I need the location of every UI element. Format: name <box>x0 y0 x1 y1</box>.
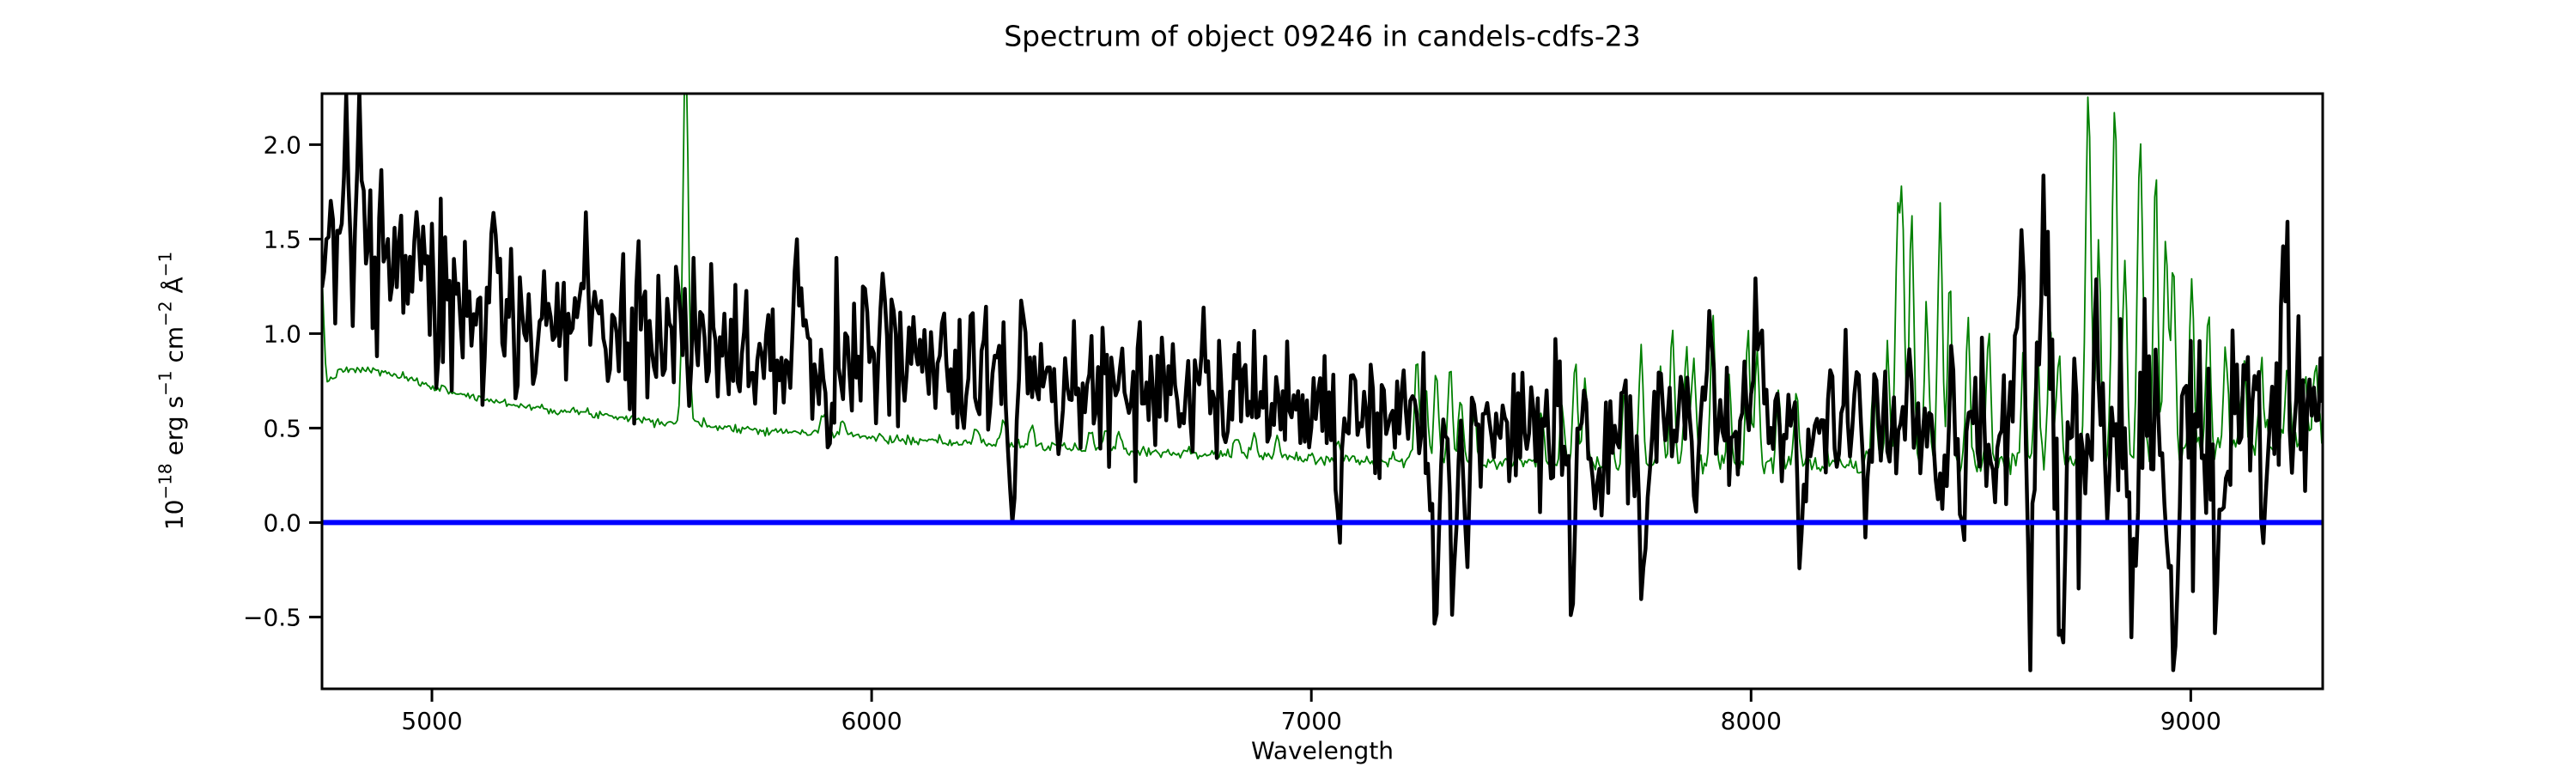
x-tick-label: 8000 <box>1721 707 1782 735</box>
y-tick-label: 1.5 <box>263 225 301 253</box>
y-axis-label: 10−18 erg s−1 cm−2 Å−1 <box>155 252 189 531</box>
y-tick-label: 1.0 <box>263 320 301 348</box>
y-axis-label-exponent: −1 <box>155 370 176 396</box>
sky-noise-spectrum-line <box>322 94 2323 476</box>
y-axis-label-exponent: −2 <box>155 301 176 326</box>
y-tick-label: −0.5 <box>243 603 301 631</box>
y-tick-label: 0.0 <box>263 508 301 537</box>
x-tick-label: 9000 <box>2160 707 2221 735</box>
y-axis-label-exponent: −18 <box>155 463 176 500</box>
x-tick-label: 7000 <box>1281 707 1342 735</box>
flux-spectrum-line <box>322 94 2323 673</box>
series-group <box>322 94 2323 673</box>
x-tick-label: 6000 <box>841 707 902 735</box>
y-axis-label-text: erg s <box>160 395 189 464</box>
plot-border <box>320 92 2324 691</box>
y-axis-label-text: Å <box>160 277 189 301</box>
y-axis-label-text: cm <box>160 326 189 371</box>
y-axis-label-text: 10 <box>160 499 189 531</box>
x-tick-label: 5000 <box>401 707 462 735</box>
plot-title: Spectrum of object 09246 in candels-cdfs… <box>1004 19 1641 53</box>
y-tick-label: 0.5 <box>263 414 301 442</box>
x-axis-label: Wavelength <box>1250 736 1394 765</box>
y-axis-label-exponent: −1 <box>155 251 176 277</box>
y-tick-label: 2.0 <box>263 131 301 159</box>
